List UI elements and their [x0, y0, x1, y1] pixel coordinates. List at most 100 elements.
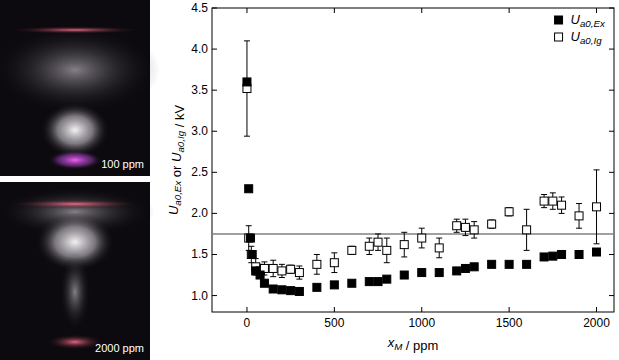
- data-point: [453, 267, 461, 275]
- data-point: [523, 226, 531, 234]
- legend-label: Ua0,Ex: [571, 12, 606, 29]
- data-point: [313, 260, 321, 268]
- legend-marker: [555, 33, 563, 41]
- y-tick: [212, 254, 217, 255]
- x-tick: [596, 8, 597, 13]
- x-tick: [421, 8, 422, 13]
- data-point: [243, 78, 251, 86]
- data-point: [256, 271, 264, 279]
- data-point: [247, 250, 255, 258]
- x-tick: [509, 307, 510, 312]
- data-point: [383, 275, 391, 283]
- data-point: [558, 250, 566, 258]
- data-point: [523, 260, 531, 268]
- data-point: [260, 279, 268, 287]
- data-point: [418, 269, 426, 277]
- error-bar: [419, 228, 425, 248]
- x-tick-label: 1000: [408, 316, 435, 330]
- error-bar: [506, 208, 512, 216]
- data-point: [540, 253, 548, 261]
- x-tick-label: 2000: [583, 316, 610, 330]
- data-point: [418, 234, 426, 242]
- data-point: [245, 185, 253, 193]
- x-tick-label: 1500: [496, 316, 523, 330]
- data-point: [365, 278, 373, 286]
- data-point: [365, 242, 373, 250]
- y-tick: [609, 8, 614, 9]
- data-point: [505, 208, 513, 216]
- y-tick-label: 2.0: [191, 206, 208, 220]
- data-point: [246, 234, 254, 242]
- figure: 100 ppm2000 ppm05001000150020001.01.52.0…: [0, 0, 619, 360]
- data-point: [278, 267, 286, 275]
- y-tick: [212, 8, 217, 9]
- data-point: [549, 197, 557, 205]
- error-bar: [349, 246, 355, 254]
- y-tick-label: 1.5: [191, 247, 208, 261]
- error-bar: [454, 219, 460, 232]
- error-bar: [541, 195, 547, 208]
- data-point: [461, 223, 469, 231]
- y-tick: [609, 295, 614, 296]
- legend-label: Ua0,Ig: [571, 29, 603, 46]
- y-tick-label: 3.5: [191, 83, 208, 97]
- error-bar: [462, 219, 468, 235]
- error-bar: [550, 193, 556, 209]
- error-bar: [594, 170, 600, 244]
- y-tick: [212, 213, 217, 214]
- photo-label: 2000 ppm: [95, 342, 144, 354]
- data-point: [400, 271, 408, 279]
- data-point: [269, 264, 277, 272]
- data-point: [348, 279, 356, 287]
- error-bar: [270, 260, 276, 276]
- data-point: [558, 201, 566, 209]
- data-point: [330, 281, 338, 289]
- x-tick: [509, 8, 510, 13]
- error-bar: [489, 220, 495, 228]
- x-tick: [334, 8, 335, 13]
- data-point: [400, 241, 408, 249]
- data-point: [453, 222, 461, 230]
- y-tick: [212, 295, 217, 296]
- x-axis-title: xM / ppm: [387, 335, 439, 353]
- y-tick: [609, 90, 614, 91]
- y-tick-label: 3.0: [191, 124, 208, 138]
- data-point: [505, 260, 513, 268]
- data-point: [374, 238, 382, 246]
- data-point: [575, 250, 583, 258]
- error-bar: [366, 238, 372, 254]
- data-point: [295, 269, 303, 277]
- y-tick: [609, 131, 614, 132]
- photo: 100 ppm: [0, 0, 160, 176]
- data-point: [287, 287, 295, 295]
- data-point: [348, 246, 356, 254]
- error-bar: [524, 209, 530, 250]
- data-point: [470, 226, 478, 234]
- data-point: [278, 286, 286, 294]
- y-tick: [609, 213, 614, 214]
- y-tick-label: 1.0: [191, 289, 208, 303]
- error-bar: [576, 204, 582, 229]
- data-point: [287, 265, 295, 273]
- data-point: [575, 212, 583, 220]
- error-bar: [288, 265, 294, 273]
- data-point: [488, 220, 496, 228]
- data-point: [593, 203, 601, 211]
- legend-marker: [555, 16, 563, 24]
- data-point: [435, 244, 443, 252]
- x-tick-label: 500: [324, 316, 344, 330]
- y-tick: [609, 254, 614, 255]
- y-tick: [609, 172, 614, 173]
- y-tick-label: 4.5: [191, 1, 208, 15]
- photo: 2000 ppm: [0, 182, 155, 360]
- error-bar: [296, 266, 302, 279]
- error-bar: [244, 41, 250, 136]
- data-point: [593, 248, 601, 256]
- data-point: [383, 246, 391, 254]
- x-tick: [421, 307, 422, 312]
- error-bar: [375, 234, 381, 250]
- data-point: [488, 260, 496, 268]
- data-point: [461, 264, 469, 272]
- photo-label: 100 ppm: [101, 158, 144, 170]
- y-tick-label: 2.5: [191, 165, 208, 179]
